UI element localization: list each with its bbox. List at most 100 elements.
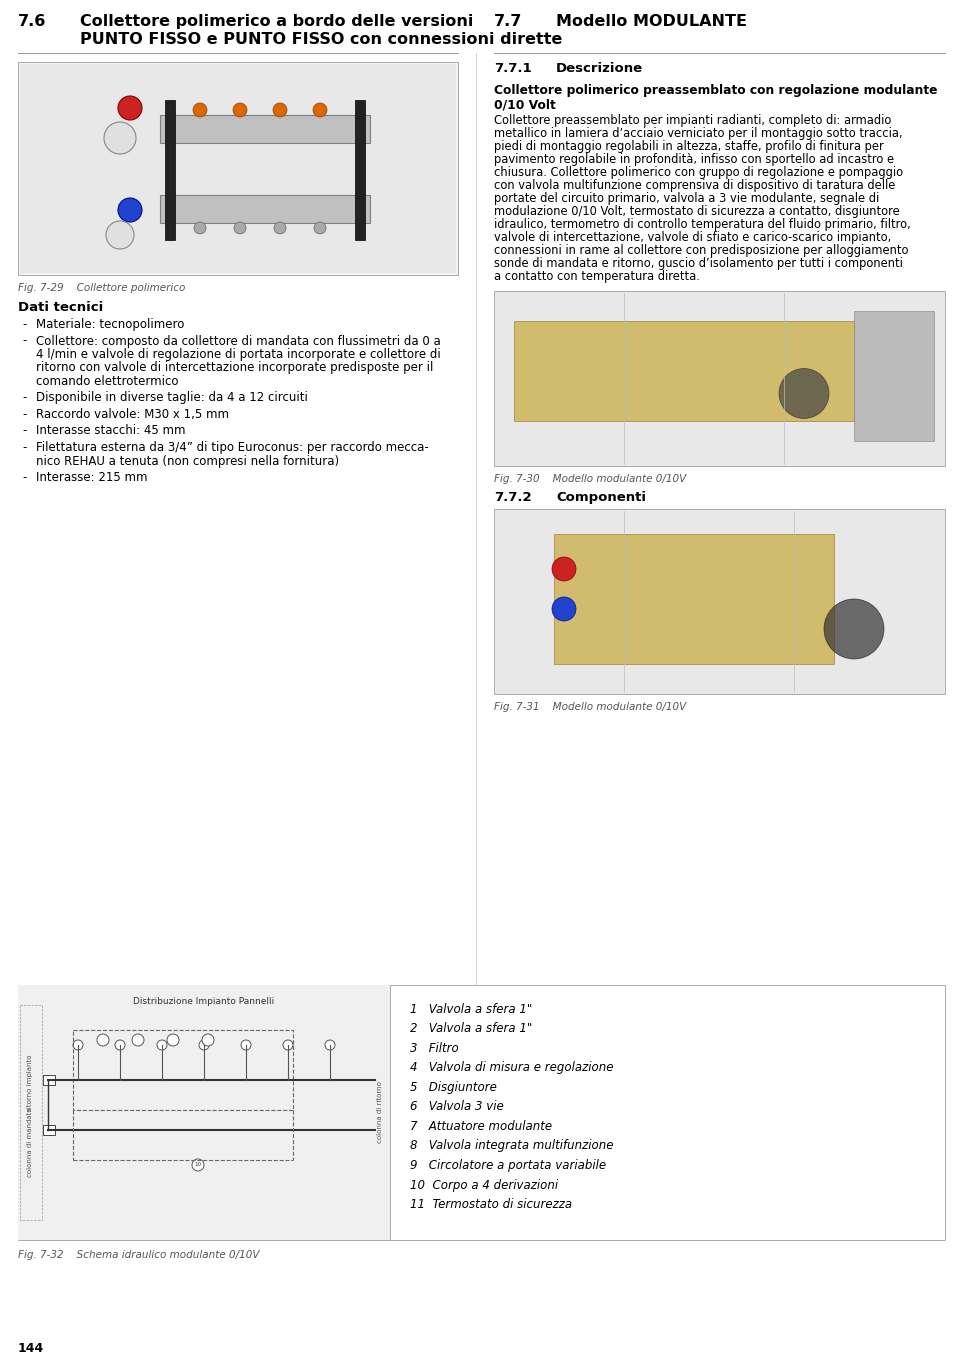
Text: -: - [22,335,26,347]
Circle shape [313,103,327,118]
Circle shape [199,1040,209,1050]
Circle shape [325,1040,335,1050]
Text: -: - [22,391,26,405]
Text: Collettore polimerico a bordo delle versioni: Collettore polimerico a bordo delle vers… [80,14,473,29]
Circle shape [118,96,142,120]
Bar [165,100,175,241]
Text: 5   Disgiuntore: 5 Disgiuntore [410,1081,497,1094]
Text: pavimento regolabile in profondità, infisso con sportello ad incastro e: pavimento regolabile in profondità, infi… [494,153,894,165]
Text: Collettore preassemblato per impianti radianti, completo di: armadio: Collettore preassemblato per impianti ra… [494,113,892,127]
Circle shape [273,103,287,118]
Circle shape [167,1033,179,1046]
Circle shape [157,1040,167,1050]
Circle shape [274,221,286,234]
Text: -: - [22,425,26,437]
Text: -: - [22,319,26,331]
Bar [494,291,945,466]
Text: -: - [22,442,26,454]
Bar [355,100,365,241]
Text: 3   Filtro: 3 Filtro [410,1042,459,1055]
Text: Modello MODULANTE: Modello MODULANTE [556,14,747,29]
Text: 7.7.2: 7.7.2 [494,491,532,504]
Text: Descrizione: Descrizione [556,62,643,75]
Text: 144: 144 [18,1342,44,1355]
Bar [514,321,854,421]
Text: Disponibile in diverse taglie: da 4 a 12 circuiti: Disponibile in diverse taglie: da 4 a 12… [36,391,308,405]
Text: colonna di ritorno: colonna di ritorno [377,1081,383,1143]
Text: -: - [22,472,26,484]
Text: Fig. 7-32    Schema idraulico modulante 0/10V: Fig. 7-32 Schema idraulico modulante 0/1… [18,1249,259,1260]
Text: 1   Valvola a sfera 1": 1 Valvola a sfera 1" [410,1003,532,1016]
Circle shape [132,1033,144,1046]
Text: connessioni in rame al collettore con predisposizione per alloggiamento: connessioni in rame al collettore con pr… [494,243,908,257]
Text: 9   Circolatore a portata variabile: 9 Circolatore a portata variabile [410,1159,606,1172]
Text: Collettore: composto da collettore di mandata con flussimetri da 0 a: Collettore: composto da collettore di ma… [36,335,441,347]
Text: ritorno impianto: ritorno impianto [27,1054,33,1111]
Text: PUNTO FISSO e PUNTO FISSO con connessioni dirette: PUNTO FISSO e PUNTO FISSO con connession… [80,31,563,46]
Circle shape [314,221,326,234]
Bar [43,1125,55,1135]
Text: Fig. 7-30    Modello modulante 0/10V: Fig. 7-30 Modello modulante 0/10V [494,474,686,484]
Text: a contatto con temperatura diretta.: a contatto con temperatura diretta. [494,271,700,283]
Bar [18,62,458,275]
Text: 8   Valvola integrata multifunzione: 8 Valvola integrata multifunzione [410,1140,613,1152]
Text: Filettatura esterna da 3/4” di tipo Euroconus: per raccordo mecca-: Filettatura esterna da 3/4” di tipo Euro… [36,442,429,454]
Text: 0/10 Volt: 0/10 Volt [494,98,556,111]
Circle shape [234,221,246,234]
Text: sonde di mandata e ritorno, guscio d’isolamento per tutti i componenti: sonde di mandata e ritorno, guscio d’iso… [494,257,902,271]
Text: metallico in lamiera d’acciaio verniciato per il montaggio sotto traccia,: metallico in lamiera d’acciaio verniciat… [494,127,902,139]
Text: 10  Corpo a 4 derivazioni: 10 Corpo a 4 derivazioni [410,1178,558,1192]
Text: modulazione 0/10 Volt, termostato di sicurezza a contatto, disgiuntore: modulazione 0/10 Volt, termostato di sic… [494,205,900,217]
Text: piedi di montaggio regolabili in altezza, staffe, profilo di finitura per: piedi di montaggio regolabili in altezza… [494,139,884,153]
Text: Distribuzione Impianto Pannelli: Distribuzione Impianto Pannelli [133,997,275,1006]
Text: Interasse: 215 mm: Interasse: 215 mm [36,472,148,484]
Circle shape [73,1040,83,1050]
Bar [854,312,934,442]
Text: 7.7: 7.7 [494,14,522,29]
Bar [494,509,945,694]
Circle shape [283,1040,293,1050]
Circle shape [194,221,206,234]
Circle shape [233,103,247,118]
Text: Materiale: tecnopolimero: Materiale: tecnopolimero [36,319,184,331]
Text: Fig. 7-29    Collettore polimerico: Fig. 7-29 Collettore polimerico [18,283,185,293]
Circle shape [552,556,576,581]
Circle shape [97,1033,109,1046]
Circle shape [193,103,207,118]
Circle shape [824,599,884,659]
Text: portate del circuito primario, valvola a 3 vie modulante, segnale di: portate del circuito primario, valvola a… [494,191,879,205]
Circle shape [104,122,136,154]
Text: Collettore polimerico preassemblato con regolazione modulante: Collettore polimerico preassemblato con … [494,83,938,97]
Bar [160,195,370,223]
Bar [160,115,370,144]
Circle shape [118,198,142,221]
Text: 11  Termostato di sicurezza: 11 Termostato di sicurezza [410,1197,572,1211]
Circle shape [192,1159,204,1172]
Text: ritorno con valvole di intercettazione incorporate predisposte per il: ritorno con valvole di intercettazione i… [36,361,433,375]
Text: 4   Valvola di misura e regolazione: 4 Valvola di misura e regolazione [410,1062,613,1074]
Text: con valvola multifunzione comprensiva di dispositivo di taratura delle: con valvola multifunzione comprensiva di… [494,179,896,191]
Circle shape [106,221,134,249]
Bar [18,986,390,1240]
Bar [18,986,945,1240]
Text: -: - [22,407,26,421]
Text: 10: 10 [195,1162,202,1167]
Text: 7.6: 7.6 [18,14,46,29]
Text: 7   Attuatore modulante: 7 Attuatore modulante [410,1120,552,1133]
Text: 2   Valvola a sfera 1": 2 Valvola a sfera 1" [410,1023,532,1035]
Text: 6   Valvola 3 vie: 6 Valvola 3 vie [410,1100,504,1114]
Text: Componenti: Componenti [556,491,646,504]
Text: colonna di mandata: colonna di mandata [27,1107,33,1177]
Text: comando elettrotermico: comando elettrotermico [36,375,179,388]
Bar [43,1074,55,1085]
Circle shape [552,597,576,621]
Text: Raccordo valvole: M30 x 1,5 mm: Raccordo valvole: M30 x 1,5 mm [36,407,229,421]
Circle shape [115,1040,125,1050]
Text: nico REHAU a tenuta (non compresi nella fornitura): nico REHAU a tenuta (non compresi nella … [36,454,339,468]
Text: valvole di intercettazione, valvole di sfiato e carico-scarico impianto,: valvole di intercettazione, valvole di s… [494,231,891,243]
Bar [554,534,834,664]
Text: Fig. 7-31    Modello modulante 0/10V: Fig. 7-31 Modello modulante 0/10V [494,703,686,712]
Bar [20,1005,42,1219]
Circle shape [202,1033,214,1046]
Text: 7.7.1: 7.7.1 [494,62,532,75]
